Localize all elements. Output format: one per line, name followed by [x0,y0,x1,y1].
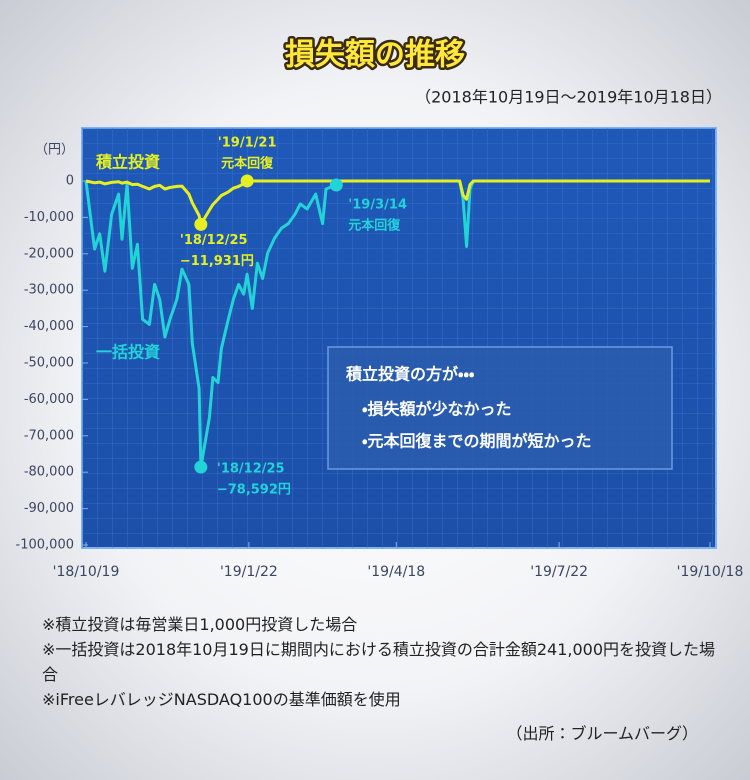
y-tick-label: -10,000 [24,210,74,225]
chart: 損失額の推移 （2018年10月19日～2019年10月18日） （円） 積立投… [16,35,744,580]
series-label: 積立投資 [95,153,160,172]
y-tick-label: -90,000 [24,501,74,516]
note: ※一括投資は2018年10月19日に期間内における積立投資の合計金額241,00… [42,640,716,684]
note: ※積立投資は毎営業日1,000円投資した場合 [42,615,358,634]
x-tick-label: '19/4/18 [367,564,425,580]
y-tick-label: -20,000 [24,246,74,261]
series-line [84,179,710,469]
annotation-label: '18/12/25 [180,233,248,248]
callout-item: ・損失額が少なかった [362,400,511,419]
y-tick-label: -50,000 [24,355,74,370]
x-tick-label: '18/10/19 [53,564,120,580]
y-tick-label: -30,000 [24,283,74,298]
annotation-label: −78,592円 [217,483,291,498]
annotation-marker [329,178,343,192]
y-tick-label: -70,000 [24,428,74,443]
notes: ※積立投資は毎営業日1,000円投資した場合 ※一括投資は2018年10月19日に… [42,612,722,712]
annotation-label: '19/3/14 [348,197,407,212]
plot-grid-pattern [82,128,716,548]
source: （出所：ブルームバーグ） [506,724,698,743]
series-label: 一括投資 [96,343,160,362]
annotation-label: '19/1/21 [218,135,277,150]
chart-subtitle: （2018年10月19日～2019年10月18日） [415,88,722,107]
series-line [85,179,710,226]
y-tick-label: -80,000 [24,465,74,480]
y-tick-label: -100,000 [16,538,74,553]
callout-item: ・元本回復までの期間が短かった [362,432,591,451]
callout-title: 積立投資の方が・・・ [345,365,475,384]
note: ※iFreeレバレッジNASDAQ100の基準価額を使用 [42,690,401,709]
annotation-label: 元本回復 [348,217,401,233]
chart-title: 損失額の推移 [285,38,465,73]
y-axis-label: （円） [35,143,74,158]
x-tick-label: '19/1/22 [220,564,278,580]
y-tick-label: -60,000 [24,392,74,407]
y-tick-label: -40,000 [24,319,74,334]
callout-box [327,346,673,470]
annotation-label: 元本回復 [221,155,274,171]
annotation-marker [194,460,208,474]
x-tick-label: '19/10/18 [677,564,744,580]
annotation-marker [194,217,208,231]
annotation-label: '18/12/25 [217,462,285,477]
annotation-marker [240,174,254,188]
annotation-label: −11,931円 [180,254,254,269]
y-tick-label: 0 [66,173,74,188]
callout: 積立投資の方が・・・ ・損失額が少なかった・元本回復までの期間が短かった [327,346,673,470]
x-tick-label: '19/7/22 [530,564,588,580]
